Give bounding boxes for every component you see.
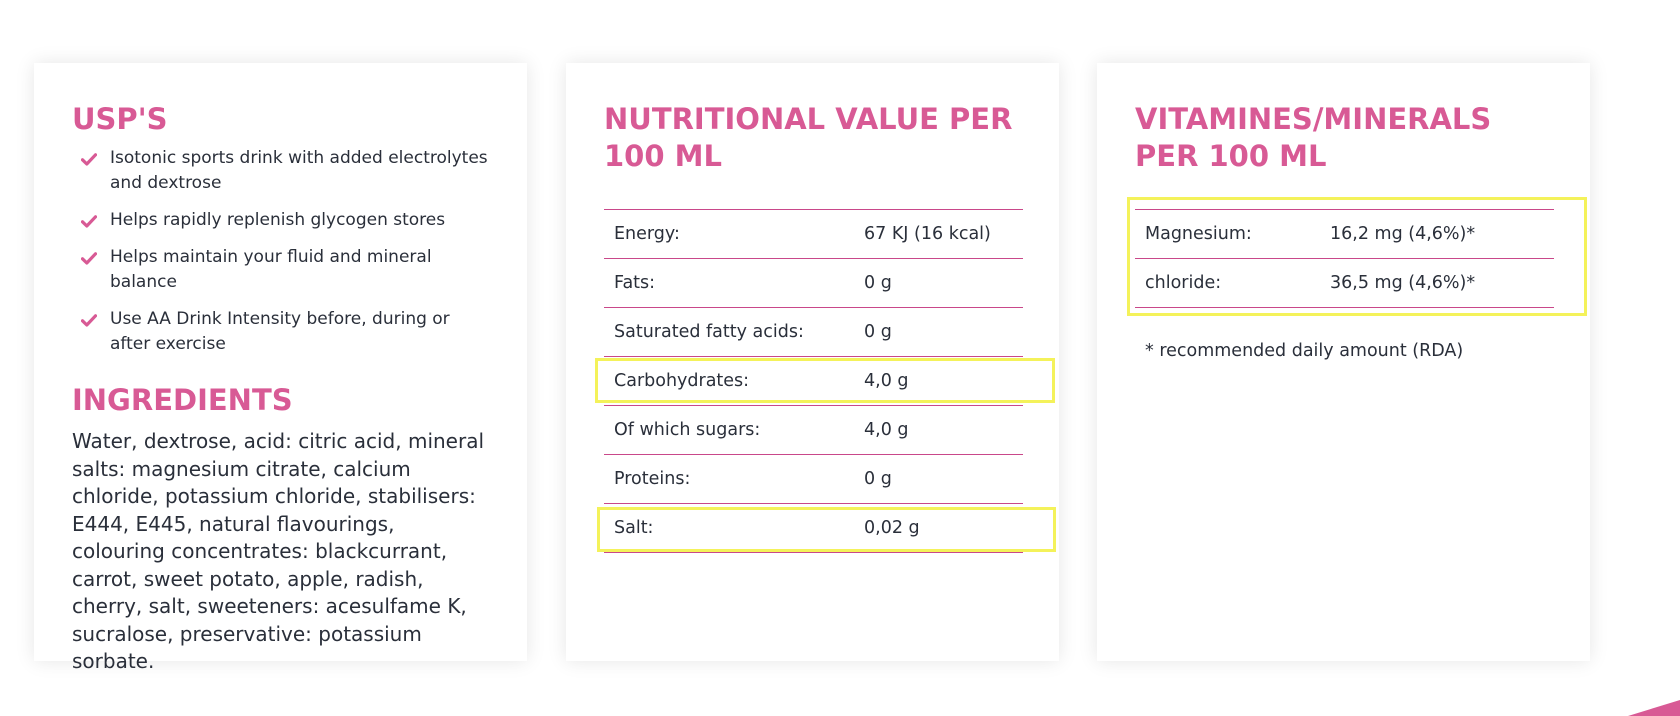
check-icon — [81, 215, 97, 228]
row-value: 16,2 mg (4,6%)* — [1330, 224, 1476, 244]
row-value: 4,0 g — [864, 371, 909, 391]
row-label: Salt: — [614, 518, 654, 538]
ingredients-title: INGREDIENTS — [72, 383, 293, 417]
corner-decoration — [1628, 700, 1680, 716]
nutrition-card: NUTRITIONAL VALUE PER 100 ML Energy: 67 … — [566, 63, 1059, 661]
usps-card: USP'S Isotonic sports drink with added e… — [34, 63, 527, 673]
table-row: Of which sugars: 4,0 g — [604, 406, 1023, 455]
usp-item: Helps rapidly replenish glycogen stores — [72, 208, 489, 233]
check-icon — [81, 252, 97, 265]
row-label: Energy: — [614, 224, 680, 244]
table-row: Energy: 67 KJ (16 kcal) — [604, 210, 1023, 259]
highlight-box-salt — [597, 507, 1056, 552]
usp-item-text: Use AA Drink Intensity before, during or… — [110, 309, 450, 354]
usp-item-text: Isotonic sports drink with added electro… — [110, 148, 488, 193]
row-value: 0 g — [864, 469, 892, 489]
table-row: Magnesium: 16,2 mg (4,6%)* — [1135, 210, 1554, 259]
table-row: Fats: 0 g — [604, 259, 1023, 308]
table-row: Salt: 0,02 g — [604, 504, 1023, 553]
vitamins-card: VITAMINES/MINERALS PER 100 ML Magnesium:… — [1097, 63, 1590, 661]
row-value: 0 g — [864, 322, 892, 342]
row-label: Carbohydrates: — [614, 371, 750, 391]
highlight-box-minerals — [1127, 197, 1587, 316]
check-icon — [81, 153, 97, 166]
ingredients-text: Water, dextrose, acid: citric acid, mine… — [72, 429, 485, 673]
usp-item: Use AA Drink Intensity before, during or… — [72, 307, 489, 357]
usp-item: Isotonic sports drink with added electro… — [72, 146, 489, 196]
table-row: chloride: 36,5 mg (4,6%)* — [1135, 259, 1554, 308]
vitamins-table: Magnesium: 16,2 mg (4,6%)* chloride: 36,… — [1135, 209, 1554, 308]
row-label: Magnesium: — [1145, 224, 1252, 244]
row-value: 0,02 g — [864, 518, 920, 538]
usps-title: USP'S — [72, 102, 168, 136]
usp-item-text: Helps rapidly replenish glycogen stores — [110, 210, 446, 230]
row-value: 0 g — [864, 273, 892, 293]
usp-item: Helps maintain your fluid and mineral ba… — [72, 245, 489, 295]
nutrition-title: NUTRITIONAL VALUE PER 100 ML — [604, 102, 1013, 173]
usp-list: Isotonic sports drink with added electro… — [72, 146, 489, 357]
row-label: Of which sugars: — [614, 420, 761, 440]
row-label: Proteins: — [614, 469, 691, 489]
usp-item-text: Helps maintain your fluid and mineral ba… — [110, 247, 432, 292]
row-value: 4,0 g — [864, 420, 909, 440]
row-label: Fats: — [614, 273, 656, 293]
vitamins-title: VITAMINES/MINERALS PER 100 ML — [1135, 102, 1492, 173]
row-label: chloride: — [1145, 273, 1222, 293]
row-value: 67 KJ (16 kcal) — [864, 224, 991, 244]
rda-note: * recommended daily amount (RDA) — [1145, 341, 1464, 361]
table-row: Proteins: 0 g — [604, 455, 1023, 504]
highlight-box-carbohydrates — [595, 358, 1055, 403]
row-value: 36,5 mg (4,6%)* — [1330, 273, 1476, 293]
table-row: Carbohydrates: 4,0 g — [604, 357, 1023, 406]
row-label: Saturated fatty acids: — [614, 322, 804, 342]
check-icon — [81, 314, 97, 327]
nutrition-table: Energy: 67 KJ (16 kcal) Fats: 0 g Satura… — [604, 209, 1023, 553]
table-row: Saturated fatty acids: 0 g — [604, 308, 1023, 357]
